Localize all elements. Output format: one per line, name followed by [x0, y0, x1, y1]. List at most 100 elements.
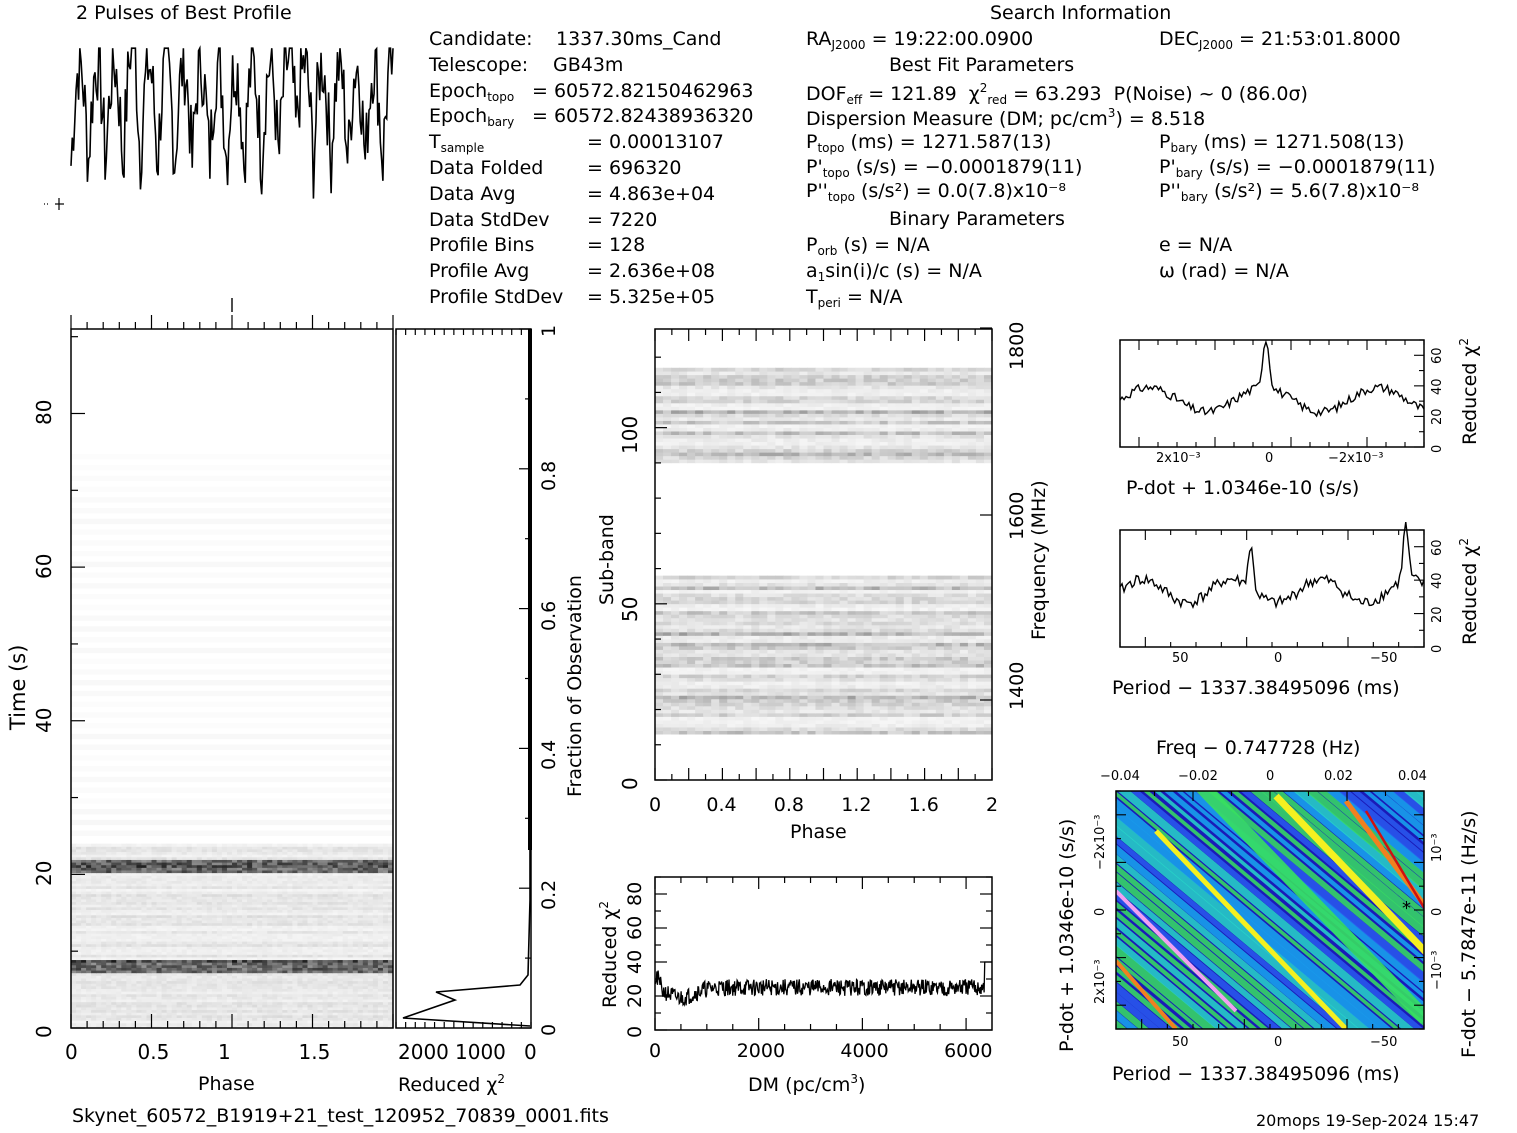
heatmap-cell [367, 1017, 374, 1021]
heatmap-cell [161, 977, 168, 982]
heatmap-cell [161, 914, 168, 918]
heatmap-cell [272, 843, 278, 847]
heatmap-cell [362, 888, 369, 892]
heatmap-cell [347, 933, 354, 937]
heatmap-cell [372, 996, 379, 1000]
heatmap-cell [151, 954, 158, 958]
heatmap-cell [206, 946, 213, 950]
heatmap-cell [136, 977, 142, 982]
heatmap-cell [377, 964, 384, 968]
heatmap-cell [111, 1014, 117, 1018]
heatmap-cell [337, 872, 344, 876]
heatmap-cell [387, 922, 394, 926]
heatmap-cell [377, 922, 384, 926]
heatmap-cell [302, 930, 308, 934]
subband-cell [711, 709, 720, 714]
heatmap-cell [156, 933, 163, 937]
heatmap-cell [322, 920, 329, 924]
subband-cell [743, 702, 752, 707]
heatmap-cell [121, 983, 127, 987]
heatmap-cell [322, 912, 329, 916]
heatmap-cell [71, 846, 77, 850]
heatmap-cell [146, 846, 152, 850]
heatmap-cell [372, 851, 379, 855]
heatmap-cell [322, 896, 329, 900]
heatmap-cell [226, 869, 233, 874]
heatmap-cell [347, 912, 354, 916]
heatmap-cell [71, 972, 77, 976]
heatmap-cell [151, 927, 158, 932]
heatmap-cell [297, 975, 303, 979]
heatmap-cell [86, 930, 92, 934]
heatmap-cell [362, 846, 369, 850]
heatmap-cell [282, 935, 288, 939]
heatmap-cell [171, 1017, 178, 1021]
heatmap-cell [327, 1017, 334, 1021]
heatmap-cell [76, 875, 82, 879]
heatmap-cell [312, 885, 319, 889]
heatmap-cell [337, 848, 344, 853]
subband-phase-plot [654, 327, 993, 781]
heatmap-cell [292, 872, 298, 876]
heatmap-cell [282, 1001, 288, 1005]
heatmap-cell [387, 964, 394, 968]
heatmap-cell [247, 977, 253, 982]
heatmap-cell [96, 854, 102, 858]
heatmap-cell [176, 851, 183, 855]
heatmap-cell [342, 877, 349, 882]
heatmap-cell [201, 1004, 208, 1008]
heatmap-cell [171, 875, 178, 879]
subband-cell [975, 713, 985, 717]
heatmap-cell [211, 851, 218, 855]
heatmap-cell [322, 872, 329, 876]
heatmap-cell [111, 856, 117, 860]
heatmap-cell [81, 946, 87, 950]
heatmap-cell [196, 943, 203, 947]
heatmap-cell [221, 856, 228, 860]
heatmap-cell [237, 1017, 243, 1021]
heatmap-cell [221, 875, 228, 879]
heatmap-cell [252, 1022, 258, 1026]
heatmap-cell [191, 946, 198, 950]
heatmap-cell [292, 922, 298, 926]
heatmap-cell [237, 946, 243, 950]
heatmap-cell [71, 935, 77, 939]
heatmap-cell [372, 920, 379, 924]
heatmap-cell [382, 962, 389, 966]
heatmap-cell [282, 951, 288, 955]
heatmap-cell [242, 922, 248, 926]
heatmap-cell [106, 954, 112, 958]
heatmap-cell [106, 970, 112, 974]
heatmap-cell [226, 880, 233, 884]
heatmap-cell [342, 901, 349, 905]
heatmap-cell [247, 1014, 253, 1018]
heatmap-cell [342, 927, 349, 932]
heatmap-cell [106, 872, 112, 876]
heatmap-cell [196, 948, 203, 953]
heatmap-cell [362, 869, 369, 874]
heatmap-cell [247, 904, 253, 908]
heatmap-cell [96, 920, 102, 924]
heatmap-cell [141, 901, 147, 905]
subband-cell [807, 720, 816, 724]
heatmap-cell [247, 898, 253, 903]
heatmap-cell [367, 906, 374, 910]
heatmap-cell [81, 933, 87, 937]
heatmap-cell [171, 856, 178, 860]
heatmap-cell [282, 941, 288, 945]
heatmap-cell [176, 848, 183, 853]
heatmap-cell [211, 1022, 218, 1026]
heatmap-cell [106, 948, 112, 953]
heatmap-cell [221, 959, 228, 963]
heatmap-cell [86, 851, 92, 855]
heatmap-cell [342, 872, 349, 876]
heatmap-cell [337, 896, 344, 900]
heatmap-cell [262, 980, 268, 984]
heatmap-cell [146, 941, 152, 945]
heatmap-cell [111, 996, 117, 1000]
heatmap-cell [71, 956, 77, 961]
heatmap-cell [116, 854, 122, 858]
heatmap-cell [382, 854, 389, 858]
heatmap-cell [156, 1012, 163, 1016]
heatmap-cell [312, 872, 319, 876]
